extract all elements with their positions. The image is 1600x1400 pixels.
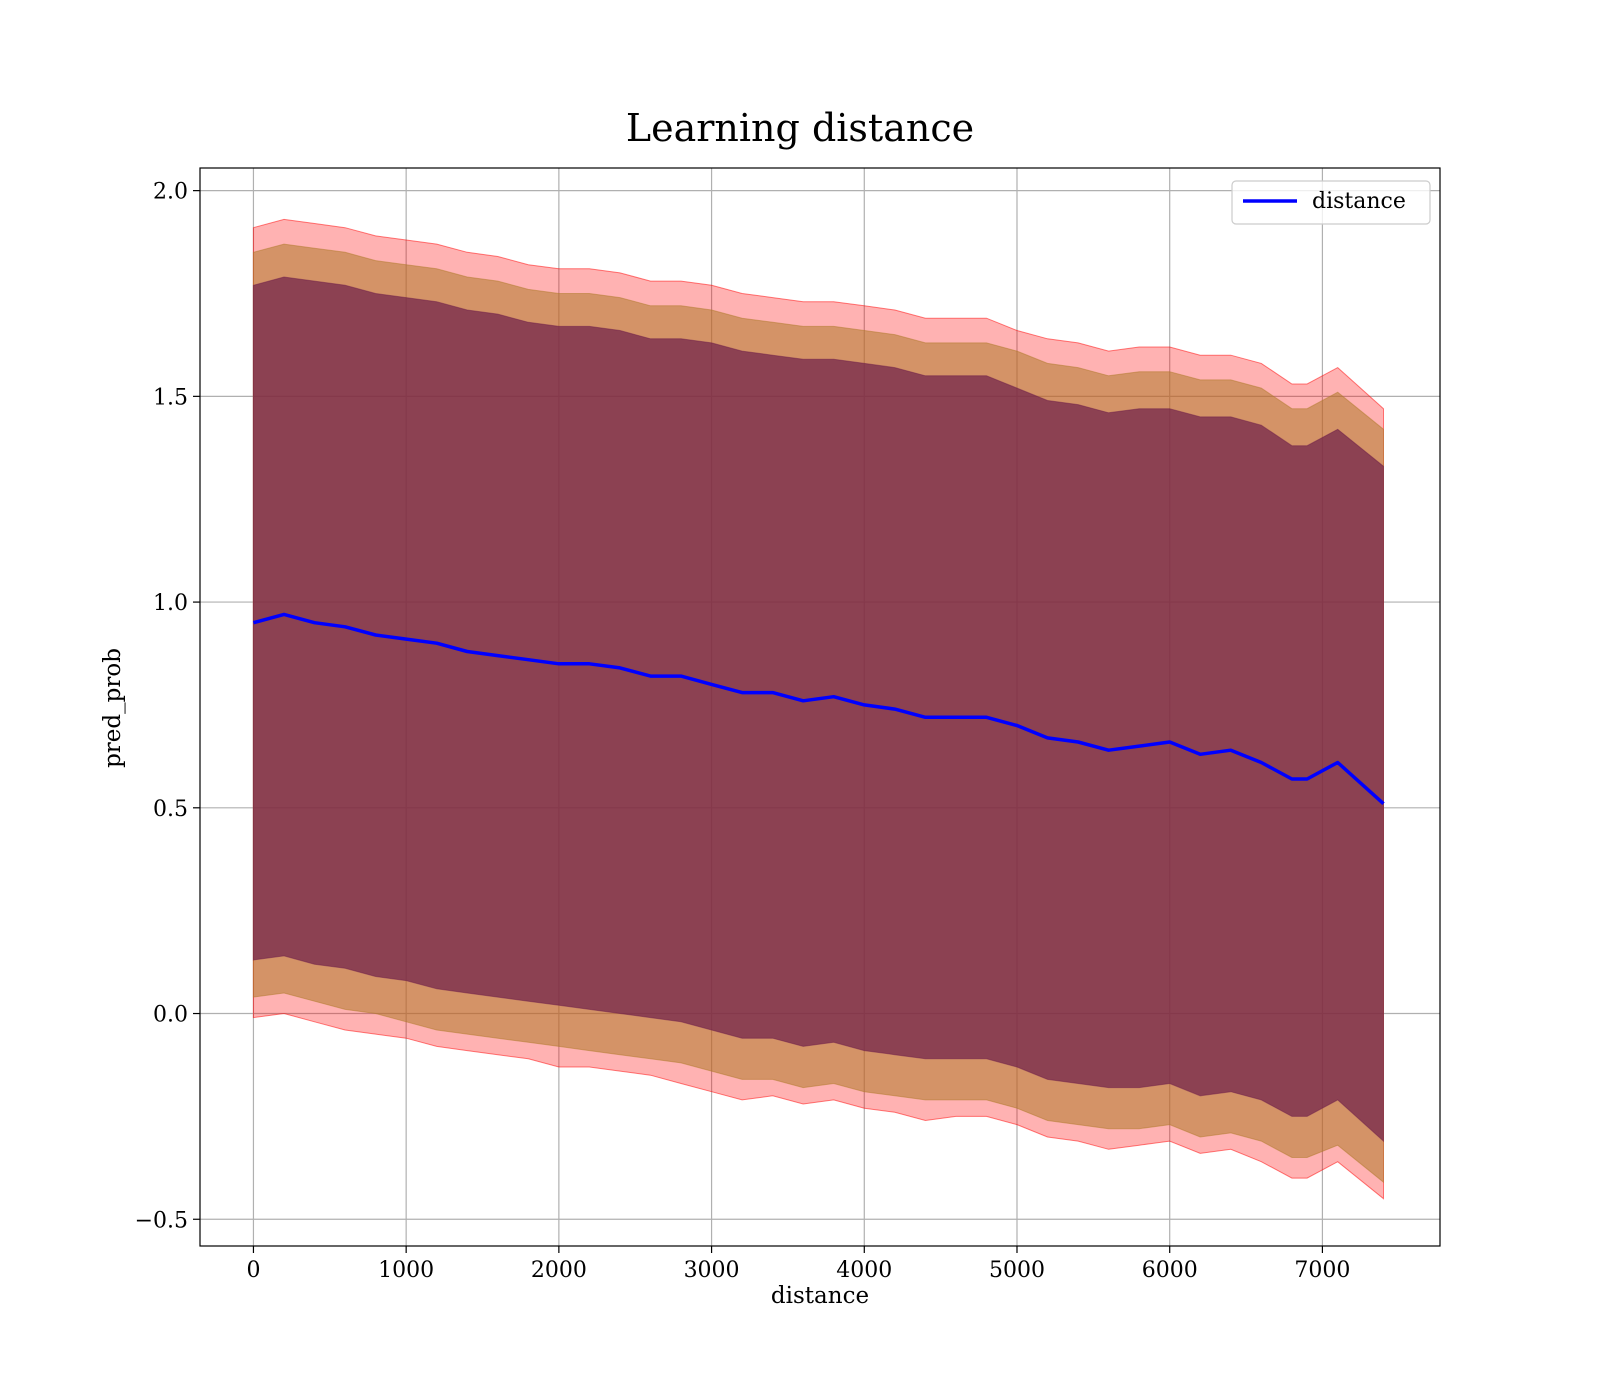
x-tick-label: 4000 xyxy=(836,1258,892,1283)
x-tick-label: 7000 xyxy=(1294,1258,1350,1283)
chart-title: Learning distance xyxy=(626,106,974,150)
x-tick-label: 0 xyxy=(246,1258,260,1283)
y-tick-label: 0.0 xyxy=(153,1003,188,1028)
y-tick-label: 0.5 xyxy=(153,797,188,822)
x-tick-label: 6000 xyxy=(1142,1258,1198,1283)
y-tick-label: −0.5 xyxy=(135,1208,188,1233)
x-tick-label: 5000 xyxy=(989,1258,1045,1283)
y-tick-label: 2.0 xyxy=(153,180,188,205)
x-tick-label: 1000 xyxy=(378,1258,434,1283)
y-tick-label: 1.5 xyxy=(153,385,188,410)
legend-label: distance xyxy=(1312,189,1406,214)
uncertainty-bands xyxy=(252,218,1384,1200)
y-axis-label: pred_prob xyxy=(100,648,126,768)
y-ticks: −0.5 0.0 0.5 1.0 1.5 2.0 xyxy=(135,180,200,1233)
x-ticks: 0 1000 2000 3000 4000 5000 6000 7000 xyxy=(246,1246,1350,1283)
series-line-distance xyxy=(252,612,1385,806)
legend-box xyxy=(1231,180,1431,225)
y-tick-label: 1.0 xyxy=(153,591,188,616)
band-3 xyxy=(252,276,1384,1143)
legend: distance xyxy=(1231,180,1431,225)
series-lines xyxy=(252,612,1385,806)
x-axis-label: distance xyxy=(771,1283,869,1309)
x-tick-label: 2000 xyxy=(531,1258,587,1283)
x-tick-label: 3000 xyxy=(684,1258,740,1283)
plot-frame xyxy=(199,167,1441,1247)
